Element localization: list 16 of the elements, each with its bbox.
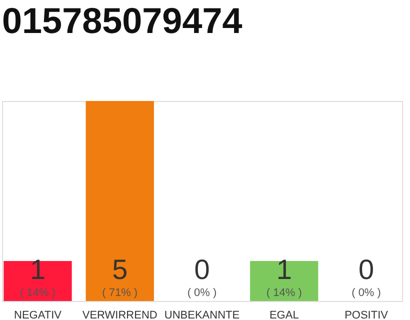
data-label: 1	[30, 254, 46, 285]
chart-title: 015785079474	[2, 0, 242, 41]
x-tick-label: VERWIRREND	[82, 310, 158, 320]
x-tick-label: EGAL	[269, 310, 299, 320]
data-label: 0	[358, 254, 374, 285]
annotation: ( 0% )	[352, 287, 381, 299]
x-tick-label: UNBEKANNTE	[164, 310, 240, 320]
x-tick-label: NEGATIV	[14, 310, 62, 320]
annotation: ( 0% )	[187, 287, 217, 299]
data-label: 5	[112, 254, 128, 285]
annotation: ( 14% )	[20, 287, 56, 299]
annotation: ( 71% )	[102, 287, 138, 299]
data-label: 0	[194, 254, 210, 285]
annotation: ( 14% )	[266, 287, 302, 299]
x-tick-label: POSITIV	[344, 310, 389, 320]
data-label: 1	[276, 254, 292, 285]
